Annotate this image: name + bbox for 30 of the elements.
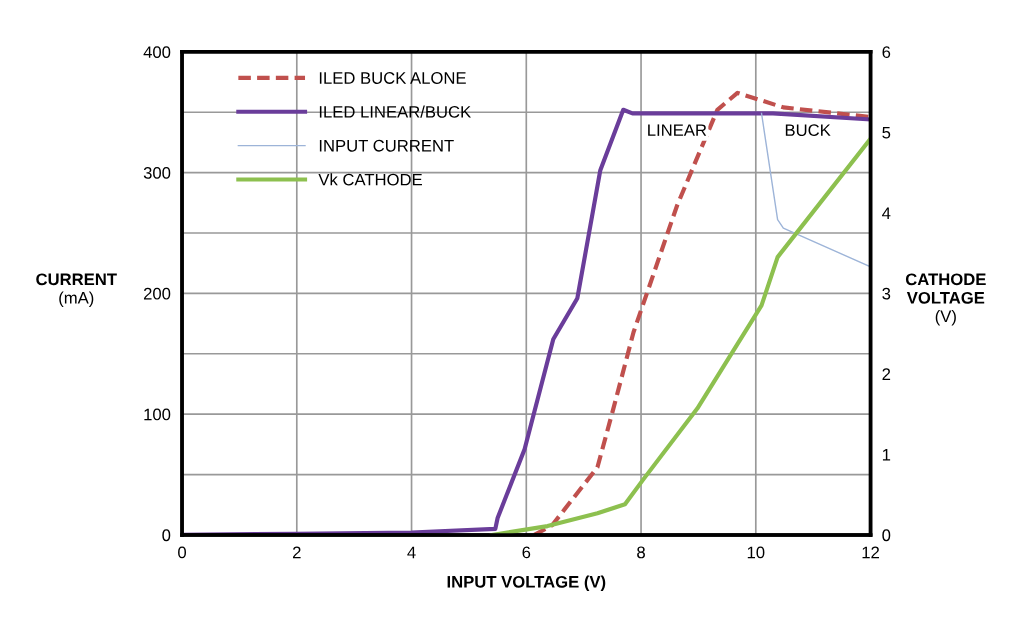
y2-tick-label: 1 — [882, 448, 891, 461]
x-axis-title: INPUT VOLTAGE (V) — [447, 575, 606, 592]
y-axis-title: CURRENT (mA) — [36, 273, 117, 308]
legend-label: INPUT CURRENT — [319, 139, 454, 152]
y2-tick-label: 6 — [882, 46, 891, 59]
y-tick-label: 400 — [143, 46, 171, 59]
x-tick-label: 4 — [407, 546, 416, 559]
annotation: BUCK — [785, 124, 831, 137]
legend-label: ILED BUCK ALONE — [319, 72, 466, 84]
x-tick-label: 6 — [522, 546, 531, 559]
legend-label: ILED LINEAR/BUCK — [319, 105, 471, 118]
line-series — [760, 112, 871, 268]
x-tick-label: 8 — [637, 546, 645, 559]
y-tick-label: 300 — [143, 167, 171, 179]
y2-tick-label: 0 — [882, 529, 891, 542]
y2-tick-label: 2 — [882, 368, 891, 380]
x-tick-label: 10 — [747, 546, 765, 559]
x-tick-label: 12 — [862, 546, 879, 559]
annotation: LINEAR — [648, 124, 707, 136]
x-tick-label: 0 — [178, 546, 187, 559]
y2-tick-label: 5 — [882, 126, 891, 139]
y-tick-label: 200 — [143, 287, 171, 300]
y2-tick-label: 4 — [882, 207, 891, 219]
y2-tick-label: 3 — [882, 287, 891, 300]
legend-label: Vk CATHODE — [318, 173, 422, 186]
y2-axis-title: CATHODE VOLTAGE (V) — [905, 273, 986, 326]
x-tick-label: 2 — [293, 546, 301, 559]
y-tick-label: 0 — [162, 529, 171, 542]
line-series — [532, 90, 871, 535]
y-tick-label: 100 — [144, 408, 171, 421]
